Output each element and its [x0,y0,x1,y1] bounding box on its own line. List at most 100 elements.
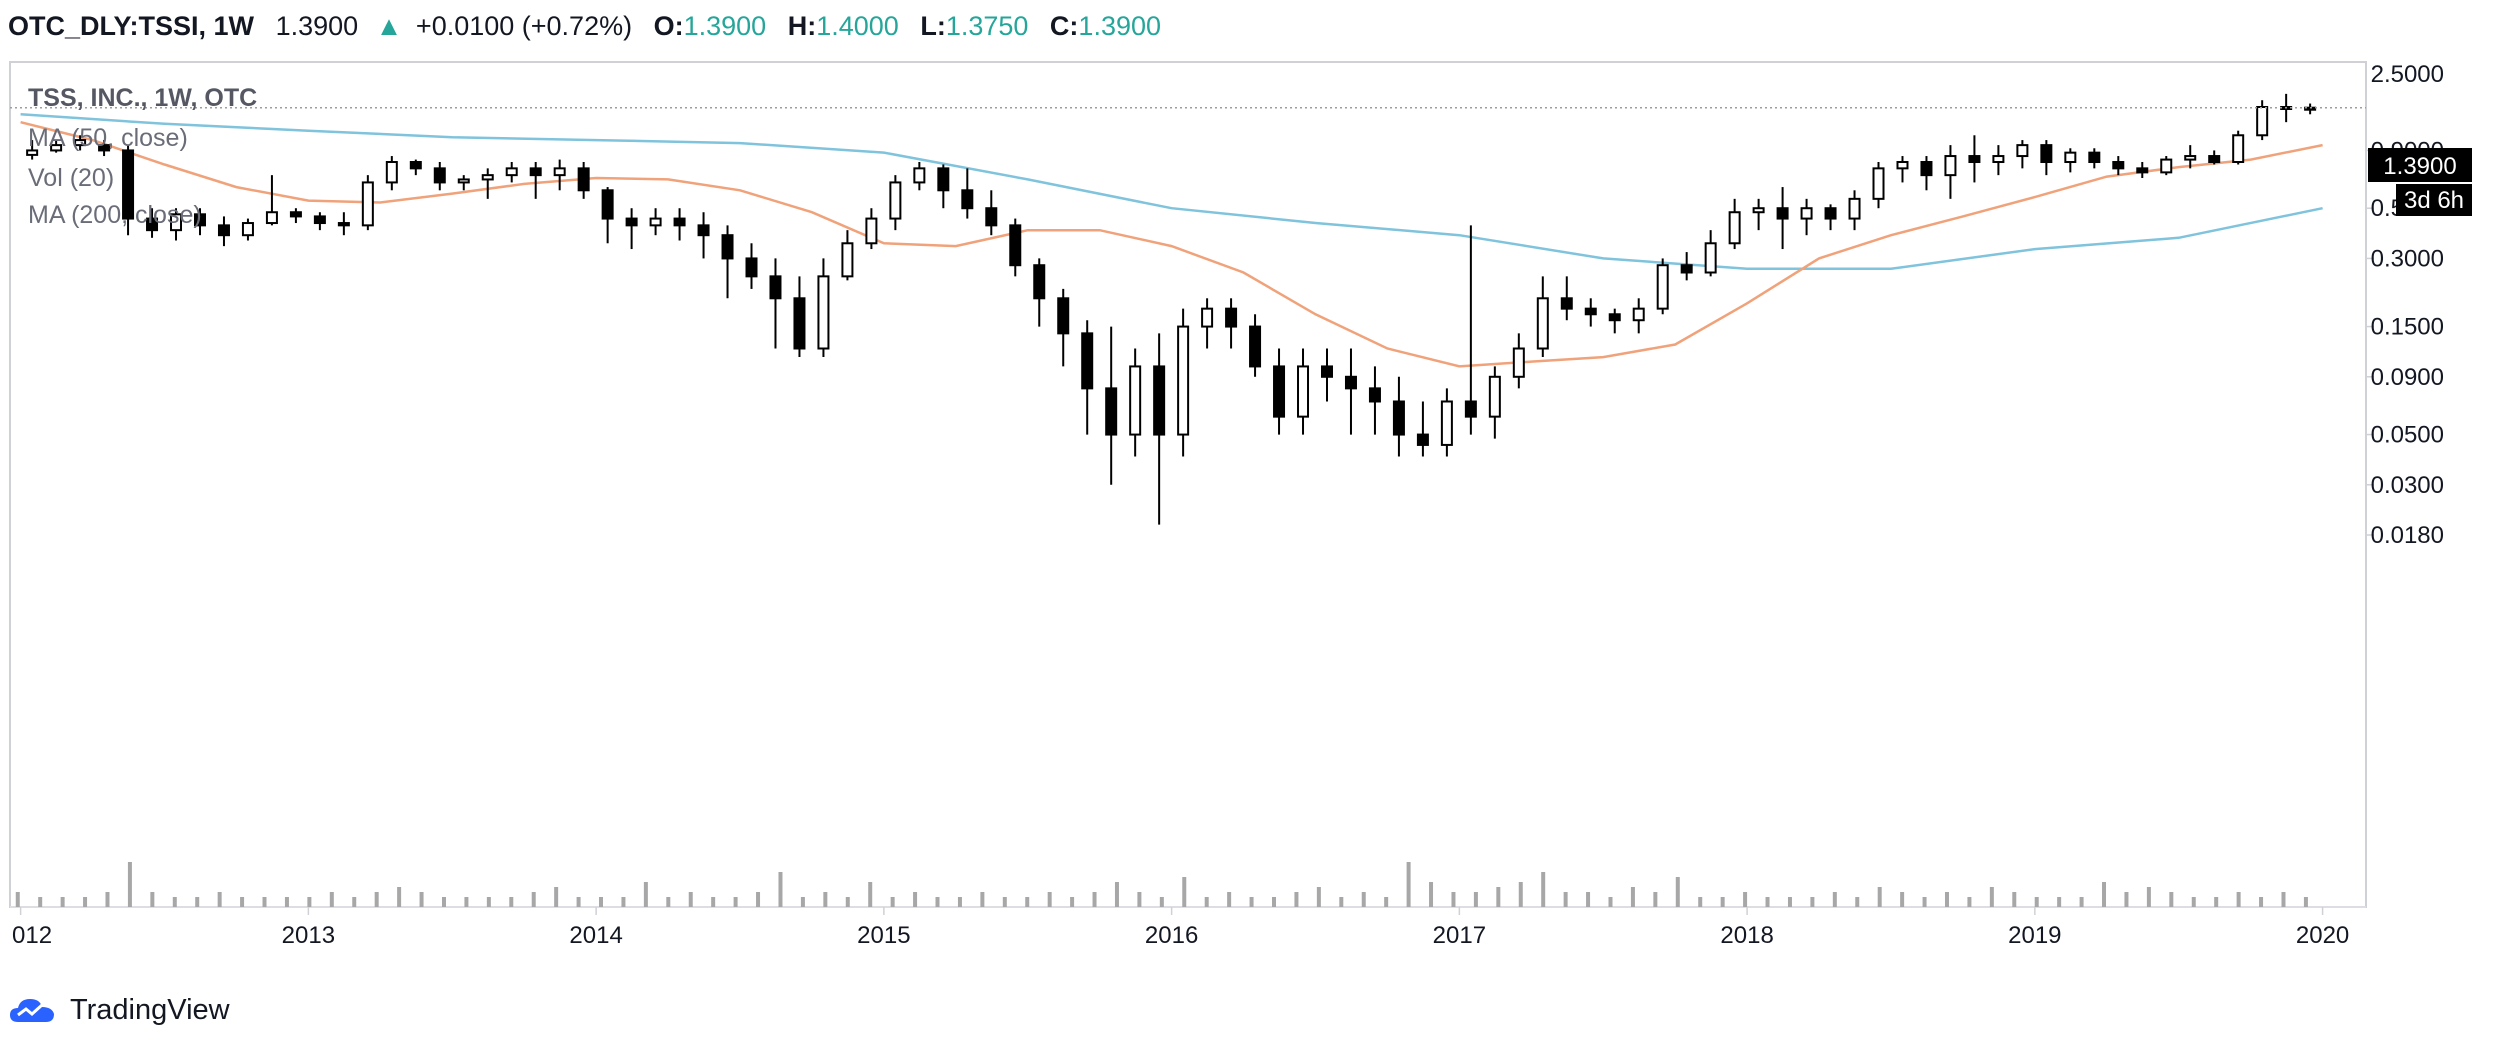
candle [1968,135,1981,183]
candle [985,190,998,236]
time-axis[interactable]: 012 2013 2014 2015 2016 2017 2018 2019 2020 [12,907,2349,949]
candle [1776,187,1789,250]
volume-bar [150,892,155,907]
volume-bar [2079,897,2084,907]
volume-bar [1025,897,1030,907]
ma50-path [20,120,2323,368]
candle [1297,348,1310,435]
volume-bar [1361,892,1366,907]
candle [2160,156,2173,176]
volume-bar [1900,892,1905,907]
candle [769,258,782,349]
candle [2136,162,2149,178]
candle [313,212,326,231]
x-tick-label: 2013 [282,922,335,949]
volume-bar [240,897,245,907]
volume-bar [307,897,312,907]
candle [865,208,878,250]
volume-bar [2012,892,2017,907]
volume-bar [1339,897,1344,907]
candle [1081,320,1094,435]
candle [217,216,230,247]
tradingview-logo[interactable]: TradingView [8,988,230,1032]
x-tick-label: 2020 [2296,922,2349,949]
x-tick-label: 2017 [1433,922,1486,949]
price-axis[interactable]: 2.50000.90000.50000.30000.15000.09000.05… [2366,61,2444,549]
volume-bar [1720,897,1725,907]
volume-bar [756,892,761,907]
candle [1536,276,1549,358]
volume-bar [1541,872,1546,907]
legend-volume[interactable]: Vol (20) [28,164,114,192]
candle [265,175,278,226]
volume-bar [1182,877,1187,907]
up-arrow-icon: ▲ [375,11,403,41]
price-change: +0.0100 (+0.72%) [415,11,633,41]
x-tick-label: 2016 [1145,922,1198,949]
candle [793,276,806,358]
candle [937,164,950,209]
candle [2088,148,2101,169]
volume-bar [2303,897,2308,907]
candle [1680,252,1693,281]
candle [1560,276,1573,321]
candle [2184,145,2197,169]
candle [913,162,926,191]
volume-bar [1137,892,1142,907]
volume-bar [2102,882,2107,907]
candle [2112,156,2125,176]
volume-bar [778,872,783,907]
volume-bar [15,892,20,907]
brand-name: TradingView [70,993,230,1026]
volume-bar [1070,897,1075,907]
candle [385,156,398,191]
symbol-title[interactable]: OTC_DLY:TSSI, 1W [8,11,255,41]
volume-bar [1429,882,1434,907]
volume-bar [127,862,132,907]
candle [1440,388,1453,457]
price-chart[interactable]: TSS, INC., 1W, OTC MA (50, close) Vol (2… [0,60,2500,970]
x-tick-label: 2015 [857,922,910,949]
candle [673,208,686,241]
volume-bar [935,897,940,907]
candles [26,93,2317,525]
volume-bar [1608,897,1613,907]
candle [505,162,518,183]
y-tick-label: 0.3000 [2371,245,2444,272]
candle [529,162,542,199]
candle [1177,308,1190,457]
volume-bar [441,897,446,907]
candle [1201,298,1214,349]
volume-bar [1294,892,1299,907]
candle [481,168,494,199]
x-tick-label: 2014 [569,922,622,949]
volume-bar [845,897,850,907]
candle [649,208,662,236]
candle [2304,103,2317,115]
volume-bar [1204,897,1209,907]
candle [1344,348,1357,435]
candle [1249,314,1262,377]
candle [289,208,302,224]
candle [1608,308,1621,334]
x-tick-label: 2019 [2008,922,2061,949]
volume-bar [38,897,43,907]
volume-bar [1092,892,1097,907]
volume-bar [599,897,604,907]
tradingview-logo-icon [10,999,54,1022]
candle [1416,401,1429,457]
volume-bar [329,892,334,907]
legend-ma200[interactable]: MA (200, close) [28,201,202,229]
volume-bar [1496,887,1501,907]
last-price-label-text: 1.3900 [2383,153,2456,180]
volume-bar [284,897,289,907]
volume-bar [823,892,828,907]
candle [1368,366,1381,435]
candle [1225,298,1238,349]
candle [50,140,63,153]
legend-title: TSS, INC., 1W, OTC [28,84,257,112]
candle [1464,225,1477,435]
volume-bar [509,897,514,907]
volume-bar [1832,892,1837,907]
legend-ma50[interactable]: MA (50, close) [28,124,188,152]
